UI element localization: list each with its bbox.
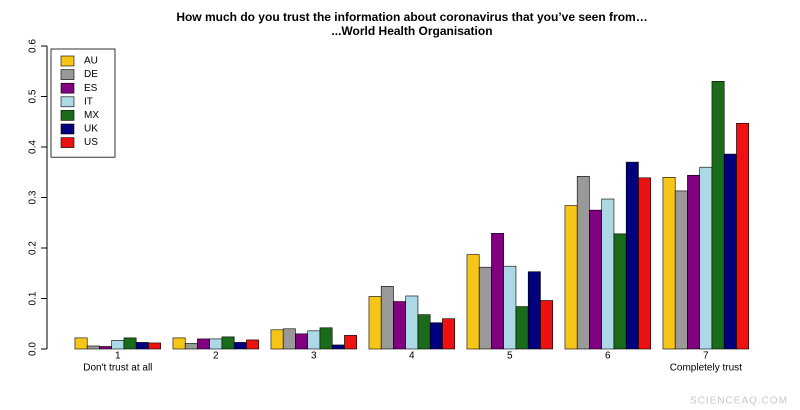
bar bbox=[380, 286, 394, 350]
bar bbox=[527, 271, 541, 350]
legend-swatch bbox=[60, 69, 75, 80]
bar bbox=[711, 81, 725, 350]
bar bbox=[405, 295, 419, 350]
y-tick-label: 0.2 bbox=[28, 241, 39, 255]
bar bbox=[736, 122, 750, 350]
x-tick-label: 5 bbox=[507, 351, 513, 362]
bar bbox=[74, 337, 88, 350]
x-tick-label: 2 bbox=[213, 351, 219, 362]
legend-label: MX bbox=[84, 110, 99, 121]
bar bbox=[344, 335, 358, 350]
bar bbox=[466, 254, 480, 350]
bar bbox=[576, 175, 590, 350]
legend-label: AU bbox=[84, 56, 98, 67]
bar bbox=[197, 338, 210, 350]
bar bbox=[564, 205, 578, 350]
bar bbox=[282, 328, 296, 350]
bar bbox=[491, 233, 505, 350]
bar bbox=[270, 329, 284, 350]
bar bbox=[209, 338, 223, 350]
legend-label: ES bbox=[84, 83, 98, 94]
legend-swatch bbox=[60, 82, 75, 94]
y-tick-label: 0.6 bbox=[28, 39, 39, 53]
legend-swatch bbox=[60, 110, 75, 121]
bar bbox=[135, 342, 149, 350]
bar bbox=[442, 318, 456, 350]
y-tick-label: 0.4 bbox=[28, 140, 39, 154]
bar bbox=[723, 153, 737, 350]
bar bbox=[699, 166, 713, 350]
bar bbox=[478, 266, 492, 350]
chart-title: How much do you trust the information ab… bbox=[176, 10, 647, 24]
bar bbox=[86, 345, 100, 350]
y-tick-label: 0.1 bbox=[28, 291, 39, 305]
bar bbox=[429, 322, 443, 350]
bar bbox=[368, 296, 382, 350]
x-tick-label: 6 bbox=[605, 351, 611, 362]
x-tick-label: 1 bbox=[115, 351, 121, 362]
bar bbox=[613, 233, 627, 350]
bar bbox=[295, 333, 309, 350]
bar bbox=[638, 177, 652, 350]
bar bbox=[687, 174, 701, 350]
bar bbox=[233, 342, 247, 350]
bar bbox=[515, 306, 529, 350]
bar bbox=[331, 344, 345, 350]
bar bbox=[393, 301, 407, 350]
y-tick-label: 0.5 bbox=[28, 89, 39, 103]
bar bbox=[246, 339, 259, 350]
bar bbox=[307, 330, 321, 350]
bar bbox=[184, 343, 198, 350]
y-tick-label: 0.3 bbox=[28, 190, 39, 204]
bar bbox=[319, 327, 333, 350]
bar bbox=[172, 337, 186, 350]
legend-label: DE bbox=[84, 69, 98, 80]
bar bbox=[540, 300, 554, 350]
legend-label: UK bbox=[84, 124, 98, 135]
watermark: SCIENCEAQ.COM bbox=[690, 396, 788, 407]
legend-swatch bbox=[60, 137, 75, 148]
x-tick-label: 3 bbox=[311, 351, 317, 362]
bar bbox=[417, 314, 431, 350]
bar bbox=[589, 209, 603, 350]
bar bbox=[674, 190, 688, 350]
legend-box bbox=[50, 48, 116, 158]
x-tick-label: 7 bbox=[703, 351, 709, 362]
chart-subtitle: ...World Health Organisation bbox=[331, 24, 492, 38]
legend-label: IT bbox=[84, 96, 93, 107]
bar bbox=[625, 161, 639, 350]
bar bbox=[503, 265, 517, 350]
x-end-label: Completely trust bbox=[670, 363, 742, 374]
bar bbox=[123, 337, 137, 350]
bar bbox=[662, 177, 676, 350]
bar bbox=[601, 198, 615, 350]
y-tick-label: 0.0 bbox=[28, 342, 39, 356]
legend-label: US bbox=[84, 137, 98, 148]
legend-swatch bbox=[60, 123, 75, 135]
bar bbox=[221, 336, 235, 350]
bar bbox=[99, 346, 112, 350]
legend-swatch bbox=[60, 55, 75, 67]
x-tick-label: 4 bbox=[409, 351, 415, 362]
legend-swatch bbox=[60, 96, 75, 108]
bar bbox=[111, 340, 125, 350]
bar bbox=[148, 342, 161, 350]
x-end-label: Don't trust at all bbox=[83, 363, 152, 374]
